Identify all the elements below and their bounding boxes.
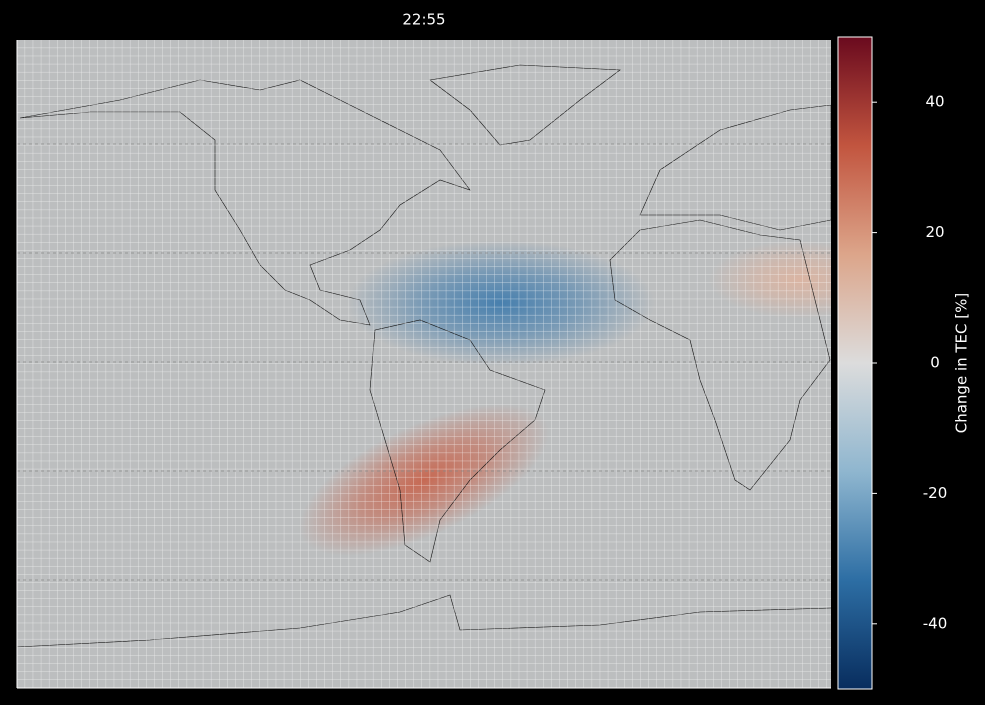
fine-grid bbox=[17, 40, 831, 688]
colorbar-tick-label: -40 bbox=[923, 614, 948, 632]
map-title: 22:55 bbox=[402, 11, 445, 29]
map-area bbox=[17, 40, 831, 688]
colorbar-tick-label: 0 bbox=[930, 354, 940, 372]
colorbar-tick-label: 20 bbox=[925, 223, 944, 241]
graticule bbox=[17, 143, 831, 581]
colorbar-label: Change in TEC [%] bbox=[953, 293, 971, 433]
colorbar bbox=[837, 36, 873, 690]
colorbar-tick-label: 40 bbox=[925, 93, 944, 111]
colorbar-tick-label: -20 bbox=[923, 484, 948, 502]
